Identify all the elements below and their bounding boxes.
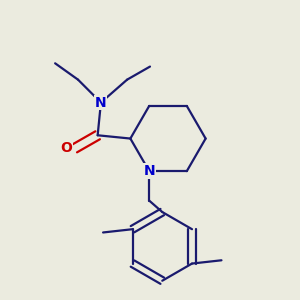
Text: N: N [143, 164, 155, 178]
Text: O: O [61, 141, 73, 155]
Text: N: N [95, 96, 107, 110]
